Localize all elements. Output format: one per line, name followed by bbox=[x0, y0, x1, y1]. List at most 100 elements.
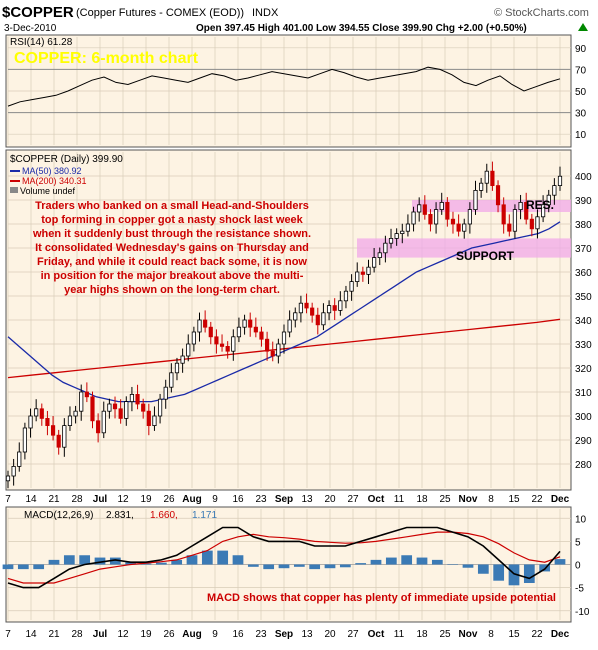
candle-body bbox=[479, 182, 484, 191]
candle-body bbox=[11, 465, 16, 477]
macd-line bbox=[7, 526, 561, 589]
macd-histogram-bar bbox=[232, 555, 244, 565]
candle-body bbox=[293, 312, 298, 321]
candle-body bbox=[124, 401, 129, 419]
candle-body bbox=[287, 319, 292, 333]
macd-histogram-bar bbox=[217, 550, 229, 565]
price-legend-main: $COPPER (Daily) 399.90 bbox=[10, 154, 123, 165]
price-tick-label: 360 bbox=[575, 268, 592, 279]
x-tick-label-price: 15 bbox=[508, 494, 520, 505]
candle-body bbox=[422, 204, 427, 215]
candle-body bbox=[400, 230, 405, 234]
candle-body bbox=[214, 336, 219, 345]
candle-body bbox=[552, 185, 557, 196]
x-tick-label-price: 14 bbox=[25, 494, 37, 505]
x-tick-label-macd: Dec bbox=[551, 629, 570, 640]
macd-histogram-bar bbox=[186, 555, 198, 565]
macd-histogram-bar bbox=[247, 564, 259, 567]
annotation-line-4: It consolidated Wednesday's gains on Thu… bbox=[35, 242, 309, 254]
candle-body bbox=[225, 345, 230, 352]
price-tick-label: 280 bbox=[575, 460, 592, 471]
grid-lines bbox=[7, 37, 571, 620]
candle-body bbox=[17, 451, 22, 467]
macd-histogram-bar bbox=[447, 564, 459, 565]
candle-body bbox=[417, 204, 422, 213]
macd-histogram-bar bbox=[79, 555, 91, 565]
candle-body bbox=[112, 403, 118, 410]
candle-body bbox=[383, 242, 388, 254]
candle-body bbox=[163, 386, 168, 400]
candle-body bbox=[518, 201, 523, 210]
rsi-tick-label: 10 bbox=[575, 130, 587, 141]
candle-body bbox=[67, 415, 73, 427]
rsi-tick-label: 90 bbox=[575, 44, 587, 55]
macd-histogram-bar bbox=[355, 563, 367, 565]
macd-histogram-bar bbox=[431, 559, 443, 565]
x-tick-label-price: 20 bbox=[324, 494, 336, 505]
candle-body bbox=[484, 170, 489, 184]
rsi-legend: RSI(14) 61.28 bbox=[10, 37, 73, 48]
candle-body bbox=[456, 223, 461, 232]
header-source: © StockCharts.com bbox=[494, 7, 589, 19]
candle-body bbox=[5, 475, 11, 482]
candle-body bbox=[467, 209, 472, 225]
x-tick-label-price: 16 bbox=[232, 494, 244, 505]
x-tick-label-price: Oct bbox=[368, 494, 385, 505]
candle-body bbox=[326, 305, 332, 314]
annotation-line-6: in position for the major breakout above… bbox=[41, 270, 304, 282]
candle-body bbox=[219, 343, 225, 347]
candle-body bbox=[462, 223, 467, 232]
candle-body bbox=[338, 300, 343, 311]
macd-histogram-bar bbox=[125, 562, 137, 565]
macd-histogram-bar bbox=[109, 557, 121, 565]
up-arrow-icon bbox=[578, 23, 588, 31]
macd-histogram-bar bbox=[385, 557, 397, 565]
candle-body bbox=[439, 201, 444, 210]
x-tick-label-price: 12 bbox=[117, 494, 129, 505]
candle-body bbox=[62, 425, 67, 448]
price-tick-label: 290 bbox=[575, 436, 592, 447]
x-tick-label-price: 8 bbox=[488, 494, 494, 505]
candle-body bbox=[90, 396, 95, 422]
macd-tick-label: -5 bbox=[575, 584, 584, 595]
x-tick-label-price: 21 bbox=[48, 494, 60, 505]
annotation-line-7: year highs shown on the long-term chart. bbox=[64, 284, 280, 296]
candle-body bbox=[135, 393, 140, 405]
candle-body bbox=[366, 266, 371, 275]
axis-ticks: 7 7 14 14 21 21 28 28 Jul Jul 12 12 19 19 26 26 Aug Aug 9 9… bbox=[5, 44, 592, 640]
header-ohlc: Open 397.45 High 401.00 Low 394.55 Close… bbox=[196, 23, 527, 34]
x-tick-label-macd: 28 bbox=[71, 629, 83, 640]
x-tick-label-price: 13 bbox=[301, 494, 313, 505]
candle-body bbox=[501, 204, 506, 225]
price-tick-label: 300 bbox=[575, 412, 592, 423]
chart-title: COPPER: 6-month chart bbox=[14, 50, 199, 67]
candle-body bbox=[56, 434, 61, 448]
candle-body bbox=[557, 175, 563, 187]
x-tick-label-macd: 9 bbox=[212, 629, 218, 640]
candle-body bbox=[377, 252, 382, 259]
support-zone bbox=[357, 238, 571, 258]
x-tick-label-macd: 21 bbox=[48, 629, 60, 640]
candle-body bbox=[259, 331, 264, 340]
x-tick-label-price: Nov bbox=[459, 494, 478, 505]
candle-body bbox=[433, 209, 439, 225]
x-tick-label-price: 22 bbox=[531, 494, 543, 505]
candle-body bbox=[394, 233, 399, 239]
resistance-label: RES. bbox=[526, 198, 554, 212]
macd-histogram-bar bbox=[48, 559, 60, 565]
x-tick-label-price: 26 bbox=[163, 494, 175, 505]
candle-body bbox=[236, 326, 242, 338]
price-legend-volume: Volume undef bbox=[20, 186, 76, 196]
rsi-tick-label: 30 bbox=[575, 109, 587, 120]
macd-histogram-bar bbox=[477, 564, 489, 574]
candle-body bbox=[191, 331, 196, 345]
candle-body bbox=[372, 257, 377, 268]
candle-body bbox=[107, 403, 112, 412]
candle-body bbox=[203, 319, 208, 328]
candle-body bbox=[270, 350, 275, 357]
x-tick-label-macd: 26 bbox=[163, 629, 175, 640]
x-tick-label-macd: 12 bbox=[117, 629, 129, 640]
candle-body bbox=[101, 410, 106, 434]
